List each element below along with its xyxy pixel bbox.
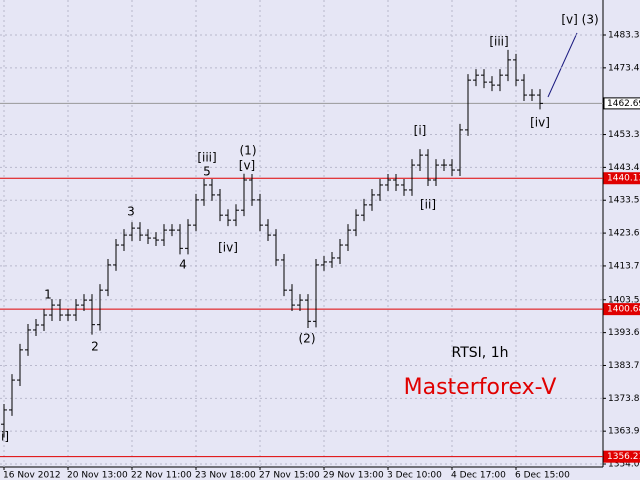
y-tick-label: 1413.70 [608,261,640,271]
wave-label: [i] [414,124,427,138]
x-tick-label: 22 Nov 11:00 [131,471,192,480]
level-box [603,97,640,110]
level-box [603,303,640,316]
wave-label: [iii] [197,151,216,165]
wave-label: i] [1,430,9,444]
x-tick-label: 4 Dec 17:00 [451,471,506,480]
y-tick-label: 1423.60 [608,229,640,239]
y-tick-label: 1403.50 [608,295,640,305]
level-label: 1440.13 [607,174,640,184]
y-tick-label: 1453.30 [608,130,640,140]
wave-label: 1 [44,288,52,302]
y-tick-label: 1433.50 [608,196,640,206]
wave-label: 3 [127,205,135,219]
chart-title: Masterforex-V [404,375,557,400]
level-box [603,450,640,463]
y-tick-label: 1443.40 [608,163,640,173]
y-tick-label: 1383.70 [608,361,640,371]
level-label: 1356.21 [607,452,640,462]
level-label: 1400.68 [607,305,640,315]
x-tick-label: 6 Dec 15:00 [515,471,570,480]
level-label: 1462.69 [607,99,640,109]
y-tick-label: 1354.00 [608,460,640,470]
wave-label: [v] (3) [561,13,598,27]
wave-label: [iv] [530,116,550,130]
x-tick-label: 16 Nov 2012 [3,471,61,480]
projection-arrow [547,32,578,98]
x-tick-label: 27 Nov 15:00 [259,471,320,480]
wave-label: [iv] [218,241,238,255]
x-tick-label: 3 Dec 10:00 [387,471,442,480]
y-tick-label: 1483.30 [608,31,640,41]
y-tick-label: 1373.80 [608,394,640,404]
wave-label: (1) [240,144,257,158]
wave-label: 4 [179,258,187,272]
y-tick-label: 1363.90 [608,427,640,437]
level-box [603,172,640,185]
wave-label: 2 [91,340,99,354]
wave-label: (2) [299,332,316,346]
chart-subtitle: RTSI, 1h [452,345,509,361]
wave-label: [ii] [420,198,436,212]
x-tick-label: 29 Nov 13:00 [323,471,384,480]
wave-label: 5 [203,165,211,179]
y-tick-label: 1473.40 [608,63,640,73]
x-tick-label: 20 Nov 13:00 [67,471,128,480]
wave-label: [v] [239,159,255,173]
x-tick-label: 23 Nov 18:00 [195,471,256,480]
y-tick-label: 1393.60 [608,328,640,338]
wave-label: [iii] [489,35,508,49]
